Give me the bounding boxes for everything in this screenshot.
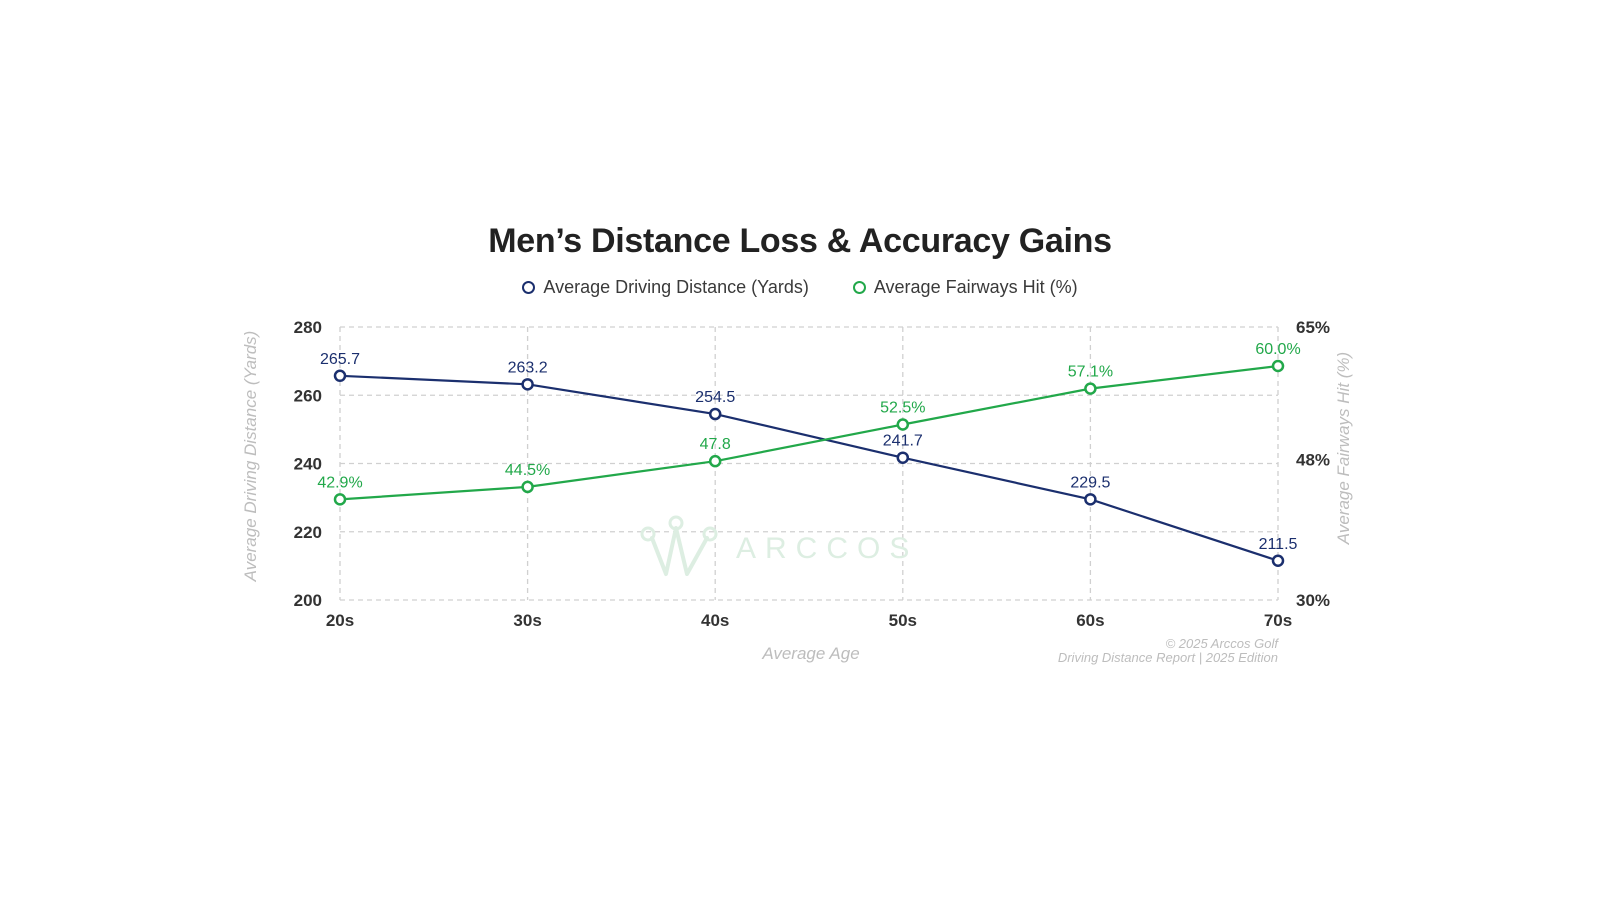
data-label-distance: 254.5 — [695, 389, 735, 406]
chart-title: Men’s Distance Loss & Accuracy Gains — [488, 222, 1112, 260]
data-label-distance: 211.5 — [1259, 536, 1298, 553]
data-label-distance: 263.2 — [508, 359, 548, 376]
left-tick-label: 240 — [294, 455, 322, 474]
arccos-crown-icon — [640, 515, 718, 576]
x-tick-label: 30s — [513, 611, 541, 630]
grid-layer — [339, 326, 1279, 601]
x-tick-label: 70s — [1264, 611, 1292, 630]
data-label-fairways: 52.5% — [880, 400, 925, 417]
left-tick-label: 200 — [294, 591, 322, 610]
x-axis-ticks: 20s 30s 40s 50s 60s 70s — [326, 611, 1292, 630]
legend-marker-distance — [522, 281, 536, 294]
legend-label-fairways: Average Fairways Hit (%) — [873, 277, 1078, 297]
data-label-fairways: 42.9% — [317, 474, 362, 491]
arccos-watermark: ARCCOS — [640, 515, 918, 576]
left-axis-title: Average Driving Distance (Yards) — [241, 331, 260, 583]
data-label-fairways: 57.1% — [1068, 364, 1113, 381]
data-label-distance: 241.7 — [883, 433, 923, 450]
x-tick-label: 20s — [326, 611, 354, 630]
left-tick-label: 280 — [294, 318, 322, 337]
x-tick-label: 60s — [1076, 611, 1104, 630]
right-axis-ticks: 65% 48% 30% — [1296, 318, 1330, 610]
right-tick-label: 30% — [1296, 591, 1330, 610]
right-tick-label: 48% — [1296, 451, 1330, 470]
data-point-distance — [1084, 493, 1097, 506]
x-tick-label: 40s — [701, 611, 729, 630]
x-axis-title: Average Age — [761, 644, 859, 663]
legend-item-fairways: Average Fairways Hit (%) — [852, 277, 1078, 298]
data-point-fairways — [1271, 359, 1285, 373]
data-point-fairways — [333, 493, 347, 506]
watermark-text: ARCCOS — [736, 532, 918, 565]
right-tick-label: 65% — [1296, 318, 1330, 337]
left-tick-label: 260 — [294, 386, 322, 405]
data-label-fairways: 60.0% — [1255, 341, 1300, 358]
data-point-fairways — [708, 454, 722, 468]
data-point-distance — [521, 378, 534, 391]
data-point-distance — [708, 407, 722, 421]
data-label-fairways: 44.5% — [505, 462, 550, 479]
series-line-fairways — [339, 364, 1279, 501]
footer-edition: Driving Distance Report | 2025 Edition — [1058, 650, 1278, 665]
left-axis-ticks: 280 260 240 220 200 — [294, 318, 322, 610]
data-label-distance: 265.7 — [320, 351, 360, 368]
left-tick-label: 220 — [294, 523, 322, 542]
right-axis-title: Average Fairways Hit (%) — [1334, 352, 1353, 545]
data-point-distance — [333, 369, 347, 383]
x-tick-label: 50s — [889, 611, 917, 630]
chart-legend: Average Driving Distance (Yards) Average… — [0, 277, 1600, 298]
data-point-distance — [896, 451, 910, 464]
legend-label-distance: Average Driving Distance (Yards) — [543, 277, 809, 297]
data-point-fairways — [896, 418, 910, 431]
legend-marker-fairways — [852, 281, 866, 294]
footer-copyright: © 2025 Arccos Golf — [1166, 636, 1280, 651]
data-point-distance — [1271, 554, 1285, 568]
data-label-fairways: 47.8 — [700, 436, 731, 453]
data-point-fairways — [1084, 382, 1097, 395]
series-line-distance — [339, 374, 1279, 562]
series-layer: 265.7 263.2 254.5 241.7 229.5 211.5 42.9% 44.5%… — [317, 341, 1301, 568]
legend-item-distance: Average Driving Distance (Yards) — [522, 277, 809, 298]
data-label-distance: 229.5 — [1070, 474, 1110, 491]
data-point-fairways — [521, 480, 534, 494]
